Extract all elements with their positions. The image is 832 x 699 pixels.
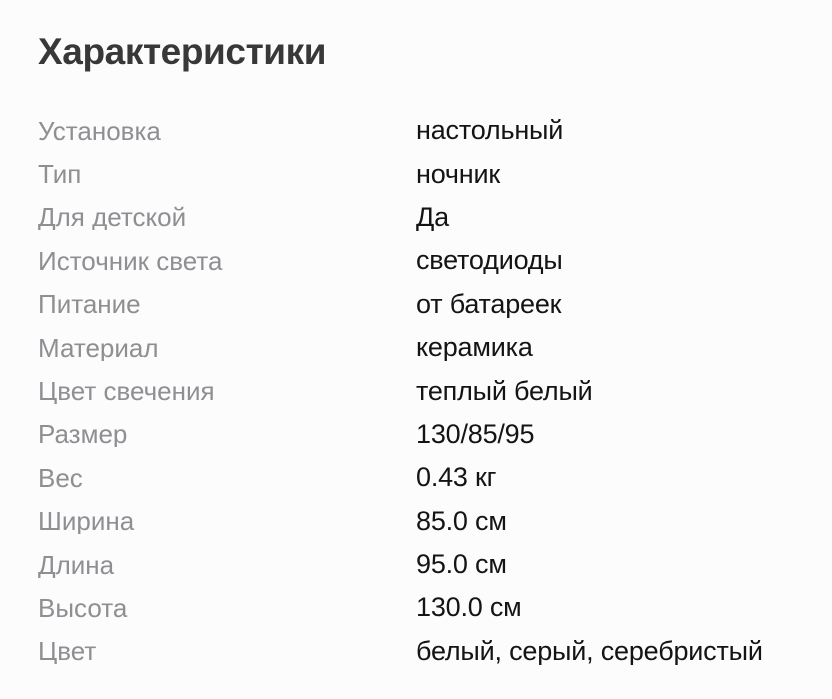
spec-row: Вес 0.43 кг bbox=[38, 456, 794, 499]
spec-value: 0.43 кг bbox=[416, 464, 497, 492]
spec-label: Ширина bbox=[38, 508, 135, 535]
spec-row: Материал керамика bbox=[38, 326, 794, 369]
spec-value: теплый белый bbox=[416, 377, 593, 405]
spec-row: Ширина 85.0 см bbox=[38, 500, 794, 543]
spec-label: Для детской bbox=[38, 204, 187, 231]
spec-value: белый, серый, серебристый bbox=[416, 637, 763, 665]
spec-row: Размер 130/85/95 bbox=[38, 413, 794, 456]
spec-row: Цвет белый, серый, серебристый bbox=[38, 630, 794, 673]
spec-label: Цвет свечения bbox=[38, 378, 215, 405]
spec-row: Цвет свечения теплый белый bbox=[38, 369, 794, 412]
spec-value: ночник bbox=[416, 160, 501, 188]
spec-row: Источник света светодиоды bbox=[38, 239, 794, 282]
spec-label: Высота bbox=[38, 594, 128, 621]
spec-value: светодиоды bbox=[416, 247, 563, 275]
spec-value: Да bbox=[416, 203, 449, 231]
spec-row: Длина 95.0 см bbox=[38, 543, 794, 586]
spec-label: Размер bbox=[38, 421, 128, 448]
specifications-page: Характеристики Установка настольный Тип … bbox=[38, 31, 794, 673]
spec-label: Вес bbox=[38, 464, 83, 491]
spec-row: Тип ночник bbox=[38, 152, 794, 195]
spec-value: 85.0 см bbox=[416, 507, 507, 535]
spec-row: Питание от батареек bbox=[38, 283, 794, 326]
spec-label: Источник света bbox=[38, 247, 223, 274]
spec-value: 130.0 см bbox=[416, 594, 522, 622]
spec-label: Установка bbox=[38, 117, 161, 144]
spec-value: настольный bbox=[416, 117, 564, 145]
spec-label: Цвет bbox=[38, 638, 97, 665]
spec-row: Высота 130.0 см bbox=[38, 586, 794, 629]
spec-row: Установка настольный bbox=[38, 109, 794, 152]
spec-label: Питание bbox=[38, 291, 141, 318]
spec-value: 95.0 см bbox=[416, 551, 507, 579]
spec-label: Тип bbox=[38, 161, 82, 188]
spec-value: 130/85/95 bbox=[416, 420, 535, 448]
spec-value: от батареек bbox=[416, 290, 562, 318]
spec-label: Материал bbox=[38, 334, 159, 361]
section-title: Характеристики bbox=[38, 31, 327, 72]
spec-label: Длина bbox=[38, 551, 115, 578]
spec-value: керамика bbox=[416, 334, 533, 362]
spec-row: Для детской Да bbox=[38, 196, 794, 239]
spec-list: Установка настольный Тип ночник Для детс… bbox=[38, 109, 794, 673]
